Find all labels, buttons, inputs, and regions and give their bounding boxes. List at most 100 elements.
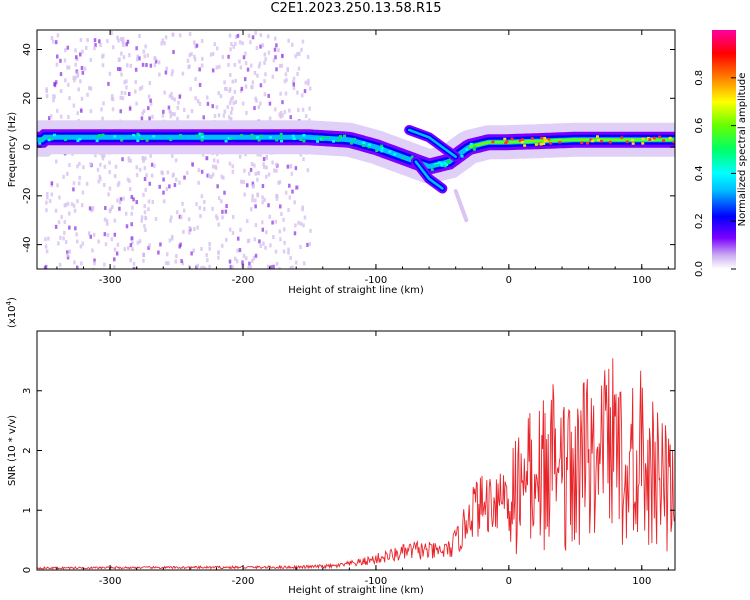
- ridge-speck: [113, 135, 117, 138]
- noise-speck: [50, 192, 54, 197]
- noise-speck: [82, 165, 85, 170]
- noise-speck: [238, 248, 242, 253]
- noise-speck: [175, 177, 178, 182]
- noise-speck: [128, 187, 132, 192]
- ridge-speck: [380, 149, 384, 153]
- noise-speck: [225, 87, 228, 92]
- ridge-speck: [200, 138, 204, 142]
- noise-speck: [103, 232, 107, 237]
- snr-plot-area: [37, 358, 675, 570]
- ridge-speck: [279, 132, 283, 136]
- noise-speck: [307, 78, 310, 83]
- noise-speck: [116, 35, 119, 40]
- noise-speck: [251, 85, 254, 90]
- ridge-speck: [136, 132, 140, 136]
- noise-speck: [261, 227, 265, 232]
- noise-speck: [134, 80, 137, 85]
- noise-speck: [234, 100, 238, 105]
- noise-speck: [245, 110, 248, 115]
- noise-speck: [255, 98, 258, 103]
- noise-speck: [230, 97, 233, 102]
- noise-speck: [134, 89, 137, 94]
- y-axis-label: Frequency (Hz): [7, 112, 18, 188]
- noise-speck: [299, 244, 302, 249]
- ridge-speck: [353, 137, 357, 141]
- noise-speck: [238, 59, 241, 64]
- noise-speck: [161, 113, 165, 118]
- noise-speck: [55, 159, 58, 164]
- noise-speck: [94, 43, 97, 48]
- noise-speck: [269, 243, 272, 248]
- noise-speck: [212, 158, 216, 163]
- noise-speck: [277, 48, 280, 53]
- noise-speck: [129, 63, 133, 68]
- noise-speck: [215, 105, 219, 110]
- noise-speck: [164, 70, 168, 75]
- noise-speck: [125, 224, 129, 229]
- noise-speck: [149, 101, 153, 106]
- noise-speck: [78, 175, 81, 180]
- noise-speck: [141, 111, 144, 116]
- noise-speck: [263, 197, 266, 202]
- noise-speck: [86, 38, 89, 43]
- ridge-speck: [672, 140, 675, 144]
- noise-speck: [284, 190, 288, 195]
- ridge-speck: [434, 162, 438, 166]
- noise-speck: [242, 55, 246, 60]
- ridge-speck: [78, 138, 82, 141]
- colorbar-label: Normalized spectral amplitude: [737, 73, 748, 227]
- noise-speck: [222, 175, 225, 180]
- ridge-speck: [543, 139, 547, 143]
- noise-speck: [50, 35, 54, 40]
- branch-outer: [453, 189, 469, 223]
- noise-speck: [200, 194, 204, 199]
- noise-speck: [148, 243, 151, 248]
- ridge-speck: [591, 139, 595, 143]
- ridge-speck: [343, 134, 347, 138]
- noise-speck: [201, 152, 205, 157]
- ridge-speck: [625, 140, 629, 144]
- noise-speck: [294, 54, 297, 59]
- noise-speck: [282, 249, 286, 254]
- ridge-speck: [48, 136, 52, 140]
- ridge-speck: [658, 135, 662, 139]
- y-multiplier-exp: 4: [5, 300, 13, 305]
- noise-speck: [303, 261, 306, 266]
- noise-speck: [89, 162, 92, 167]
- noise-speck: [231, 95, 235, 100]
- noise-speck: [170, 72, 174, 77]
- noise-speck: [88, 86, 91, 91]
- noise-speck: [254, 171, 258, 176]
- noise-speck: [134, 67, 138, 72]
- noise-speck: [235, 259, 239, 264]
- noise-speck: [149, 153, 152, 158]
- noise-speck: [125, 42, 128, 47]
- ridge-speck: [503, 137, 507, 141]
- noise-speck: [264, 72, 267, 77]
- noise-speck: [171, 111, 174, 116]
- noise-speck: [59, 58, 62, 63]
- noise-speck: [135, 46, 138, 51]
- noise-speck: [122, 196, 125, 201]
- noise-speck: [251, 181, 255, 186]
- ridge-speck: [600, 139, 604, 143]
- ridge-speck: [608, 140, 612, 144]
- noise-speck: [153, 63, 157, 68]
- noise-speck: [131, 205, 134, 210]
- y-tick-label: -40: [22, 236, 33, 252]
- noise-speck: [193, 227, 196, 232]
- ridge-speck: [339, 135, 343, 138]
- noise-speck: [203, 199, 206, 204]
- ridge-speck: [440, 162, 444, 165]
- noise-speck: [224, 237, 228, 242]
- noise-speck: [162, 199, 166, 204]
- noise-speck: [259, 83, 263, 88]
- noise-speck: [296, 90, 299, 95]
- ridge-speck: [98, 134, 102, 137]
- noise-speck: [301, 207, 304, 212]
- noise-speck: [113, 257, 116, 262]
- noise-speck: [56, 183, 59, 188]
- noise-speck: [119, 36, 123, 41]
- ridge-speck: [332, 140, 336, 143]
- noise-speck: [250, 162, 254, 167]
